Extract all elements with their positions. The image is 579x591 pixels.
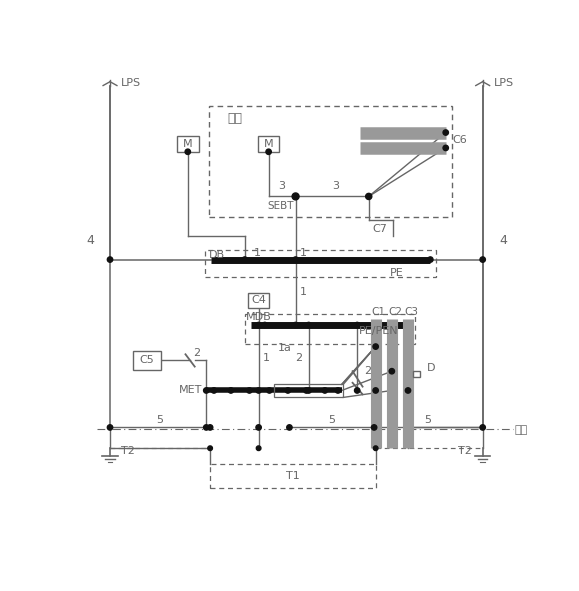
Circle shape xyxy=(204,425,209,430)
Circle shape xyxy=(443,130,448,135)
Text: 3: 3 xyxy=(332,181,339,191)
Bar xyxy=(258,137,280,152)
Circle shape xyxy=(107,257,113,262)
Circle shape xyxy=(354,388,360,393)
Bar xyxy=(413,371,420,378)
Text: T2: T2 xyxy=(458,446,472,456)
Text: 2: 2 xyxy=(364,366,372,376)
Text: C3: C3 xyxy=(404,307,418,317)
Text: T2: T2 xyxy=(121,446,135,456)
Bar xyxy=(208,106,452,217)
Text: DB: DB xyxy=(208,250,225,260)
Circle shape xyxy=(207,425,213,430)
Text: PE/PEN: PE/PEN xyxy=(359,326,398,336)
Circle shape xyxy=(443,145,448,151)
Bar xyxy=(133,351,161,370)
Text: 1a: 1a xyxy=(278,343,292,353)
Circle shape xyxy=(373,388,378,393)
Text: MDB: MDB xyxy=(246,312,272,322)
Circle shape xyxy=(228,388,233,393)
Text: 5: 5 xyxy=(156,415,163,425)
Circle shape xyxy=(366,193,372,200)
Bar xyxy=(210,463,376,488)
Circle shape xyxy=(292,193,299,200)
Text: 浴室: 浴室 xyxy=(228,112,243,125)
Text: C7: C7 xyxy=(372,224,387,234)
Text: 4: 4 xyxy=(500,234,507,247)
Circle shape xyxy=(293,322,298,328)
Circle shape xyxy=(247,388,252,393)
Text: T1: T1 xyxy=(286,471,300,481)
Text: 2: 2 xyxy=(193,348,200,358)
Circle shape xyxy=(306,388,312,393)
Circle shape xyxy=(267,388,272,393)
Text: C5: C5 xyxy=(140,355,155,365)
Circle shape xyxy=(480,257,485,262)
Text: 3: 3 xyxy=(278,181,285,191)
Circle shape xyxy=(262,322,267,328)
Text: M: M xyxy=(264,139,273,149)
Bar xyxy=(274,384,343,397)
Text: C2: C2 xyxy=(388,307,402,317)
Circle shape xyxy=(211,388,217,393)
Text: 2: 2 xyxy=(295,353,302,363)
Circle shape xyxy=(285,388,291,393)
Text: C4: C4 xyxy=(251,296,266,306)
Text: C1: C1 xyxy=(372,307,386,317)
Text: 5: 5 xyxy=(424,415,431,425)
Text: M: M xyxy=(183,139,193,149)
Circle shape xyxy=(373,344,378,349)
Circle shape xyxy=(480,425,485,430)
Circle shape xyxy=(303,388,309,393)
Text: SEBT: SEBT xyxy=(267,201,294,210)
Circle shape xyxy=(373,446,378,450)
Circle shape xyxy=(256,388,261,393)
Bar xyxy=(248,293,269,308)
Circle shape xyxy=(185,149,190,154)
Circle shape xyxy=(256,322,261,328)
Bar xyxy=(205,249,437,277)
Circle shape xyxy=(287,425,292,430)
Text: 5: 5 xyxy=(328,415,335,425)
Text: C6: C6 xyxy=(452,135,467,145)
Circle shape xyxy=(405,388,411,393)
Circle shape xyxy=(306,322,312,328)
Circle shape xyxy=(266,149,272,154)
Circle shape xyxy=(242,257,247,262)
Text: D: D xyxy=(427,363,435,373)
Circle shape xyxy=(293,257,298,262)
Circle shape xyxy=(322,388,328,393)
Text: MET: MET xyxy=(179,385,203,395)
Text: 1: 1 xyxy=(262,353,269,363)
Text: 地面: 地面 xyxy=(514,425,527,435)
Circle shape xyxy=(107,425,113,430)
Circle shape xyxy=(204,388,209,393)
Text: 1: 1 xyxy=(300,248,307,258)
Circle shape xyxy=(371,425,377,430)
Circle shape xyxy=(428,257,433,262)
Circle shape xyxy=(208,446,212,450)
Circle shape xyxy=(256,446,261,450)
Bar xyxy=(177,137,199,152)
Text: PE: PE xyxy=(390,268,403,278)
Text: LPS: LPS xyxy=(121,78,141,88)
Text: 4: 4 xyxy=(87,234,95,247)
Circle shape xyxy=(256,425,261,430)
Circle shape xyxy=(389,369,394,374)
Text: LPS: LPS xyxy=(493,78,514,88)
Bar xyxy=(245,314,415,345)
Circle shape xyxy=(335,388,340,393)
Circle shape xyxy=(354,322,360,328)
Text: 1: 1 xyxy=(254,248,261,258)
Text: 1: 1 xyxy=(300,287,307,297)
